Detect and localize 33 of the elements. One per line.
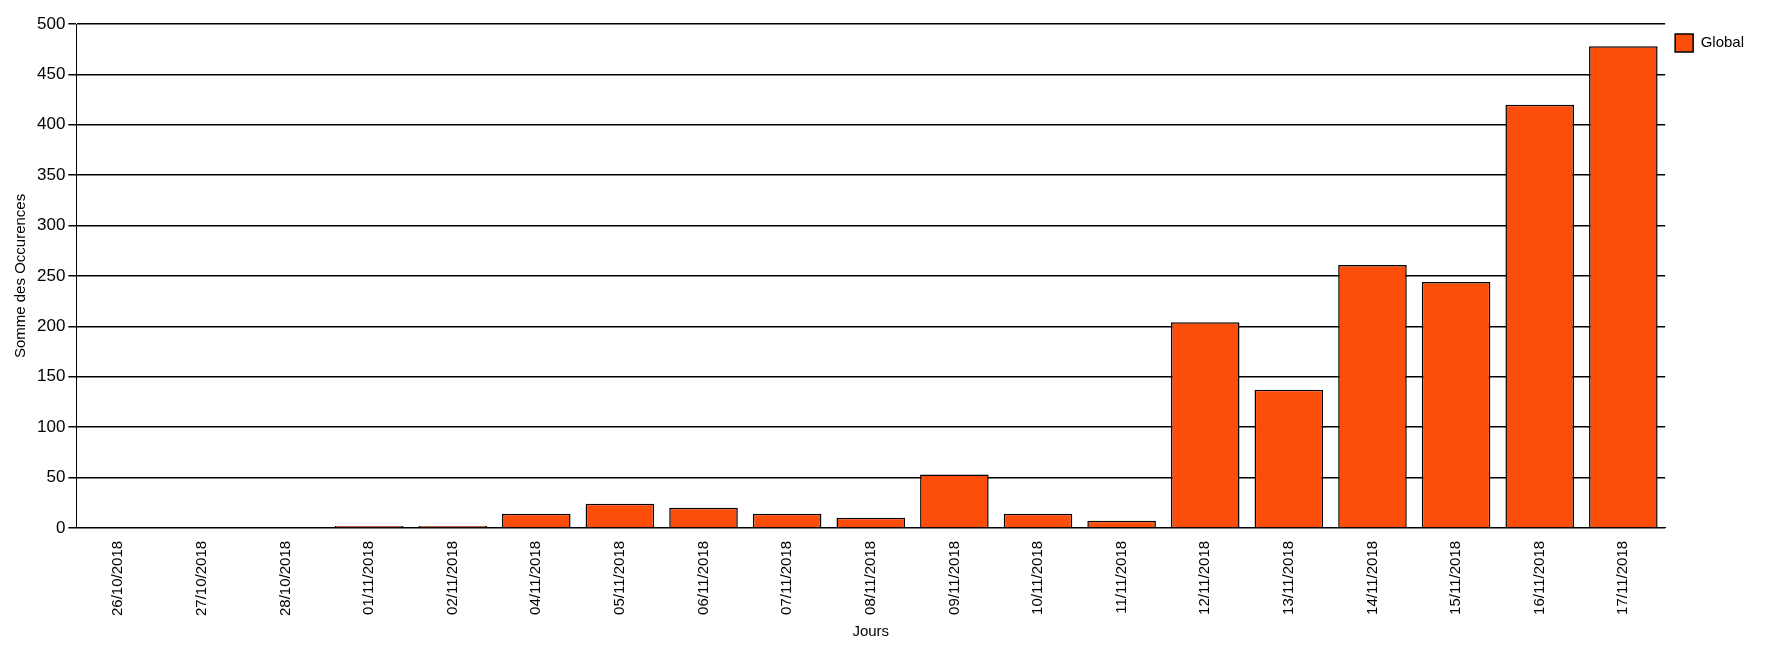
x-tick-label: 12/11/2018 bbox=[1195, 540, 1213, 615]
x-tick-label: 08/11/2018 bbox=[860, 540, 878, 615]
y-tick-label: 350 bbox=[36, 164, 66, 184]
x-tick-label: 13/11/2018 bbox=[1278, 540, 1296, 615]
x-tick-label: 10/11/2018 bbox=[1028, 540, 1046, 615]
x-tick-label: 05/11/2018 bbox=[610, 540, 628, 615]
x-tick-label: 04/11/2018 bbox=[526, 540, 544, 615]
y-tick-label: 300 bbox=[36, 215, 66, 235]
y-axis-title: Somme des Occurences bbox=[11, 193, 29, 359]
x-tick-label: 17/11/2018 bbox=[1613, 540, 1631, 615]
x-tick-label: 28/10/2018 bbox=[275, 540, 293, 616]
x-axis-title: Jours bbox=[852, 622, 890, 640]
y-tick-label: 250 bbox=[36, 265, 66, 285]
y-tick-label: 100 bbox=[36, 416, 66, 436]
x-tick-label: 02/11/2018 bbox=[442, 540, 460, 615]
y-tick-label: 400 bbox=[36, 114, 66, 134]
y-tick-label: 50 bbox=[46, 467, 66, 487]
x-tick-label: 11/11/2018 bbox=[1111, 540, 1129, 614]
x-tick-label: 01/11/2018 bbox=[359, 540, 377, 615]
y-tick-label: 500 bbox=[36, 13, 66, 33]
y-tick-label: 150 bbox=[36, 366, 66, 386]
x-tick-label: 07/11/2018 bbox=[777, 540, 795, 615]
x-tick-label: 06/11/2018 bbox=[693, 540, 711, 615]
x-tick-label: 16/11/2018 bbox=[1529, 540, 1547, 615]
x-tick-label: 26/10/2018 bbox=[108, 540, 126, 616]
x-tick-label: 09/11/2018 bbox=[944, 540, 962, 615]
y-tick-label: 0 bbox=[55, 517, 66, 537]
x-tick-label: 15/11/2018 bbox=[1446, 540, 1464, 615]
legend-label: Global bbox=[1700, 33, 1744, 51]
y-tick-label: 450 bbox=[36, 64, 66, 84]
y-tick-label: 200 bbox=[36, 316, 66, 336]
x-tick-label: 27/10/2018 bbox=[191, 540, 209, 616]
x-tick-label: 14/11/2018 bbox=[1362, 540, 1380, 615]
